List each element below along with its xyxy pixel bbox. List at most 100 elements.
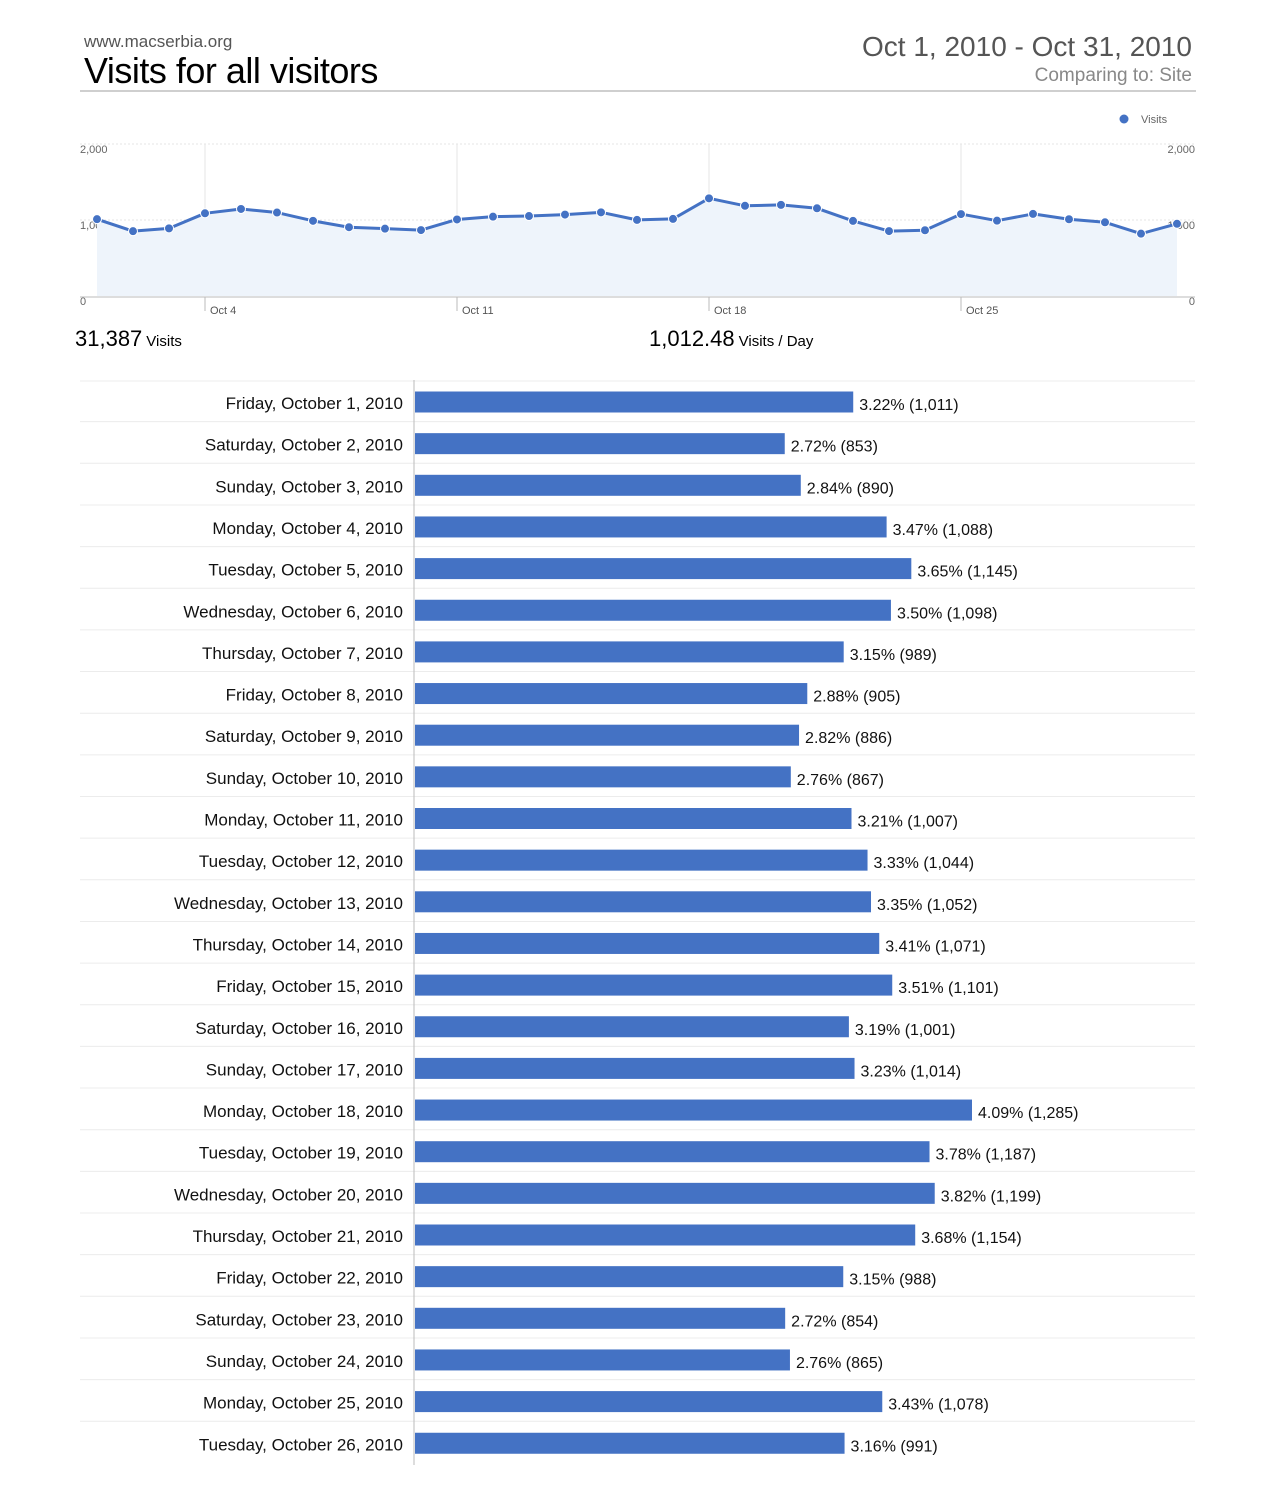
bar-value-label: 3.65% (1,145) [917, 564, 1018, 581]
visits-bar [415, 849, 868, 871]
visits-per-day-summary: 1,012.48 Visits / Day [649, 326, 813, 352]
x-tick-label: Oct 11 [462, 305, 494, 317]
visits-point [668, 213, 678, 224]
x-tick-label: Oct 18 [714, 305, 746, 317]
bar-category-label: Thursday, October 7, 2010 [202, 644, 403, 663]
total-visits-summary: 31,387 Visits [75, 326, 182, 352]
y-tick-label-right: 2,000 [1167, 144, 1195, 156]
bar-value-label: 2.76% (867) [797, 772, 884, 789]
visits-bar [415, 1057, 855, 1079]
bar-value-label: 3.82% (1,199) [941, 1188, 1042, 1205]
bar-category-label: Sunday, October 17, 2010 [206, 1060, 403, 1079]
bar-category-label: Sunday, October 3, 2010 [215, 477, 403, 496]
bar-category-label: Saturday, October 9, 2010 [205, 727, 403, 746]
bar-category-label: Wednesday, October 13, 2010 [174, 894, 403, 913]
bar-category-label: Saturday, October 16, 2010 [195, 1019, 403, 1038]
bar-category-label: Saturday, October 23, 2010 [195, 1310, 403, 1329]
date-range[interactable]: Oct 1, 2010 - Oct 31, 2010 [862, 31, 1192, 62]
visits-bar [415, 599, 891, 621]
visits-bar [415, 391, 854, 413]
visits-bar [415, 974, 893, 996]
bar-value-label: 3.43% (1,078) [888, 1397, 989, 1414]
visits-bar [415, 766, 791, 788]
visits-point [416, 225, 426, 236]
visits-point [128, 226, 138, 237]
bar-category-label: Tuesday, October 12, 2010 [199, 852, 403, 871]
visits-bar [415, 1266, 844, 1288]
bar-value-label: 3.41% (1,071) [885, 938, 986, 955]
bar-category-label: Saturday, October 2, 2010 [205, 436, 403, 455]
bar-value-label: 2.72% (854) [791, 1313, 878, 1330]
visits-point [848, 215, 858, 226]
y-tick-label-left: 0 [80, 296, 86, 308]
visits-per-day-value: 1,012.48 [649, 326, 735, 351]
bar-value-label: 3.50% (1,098) [897, 605, 998, 622]
visits-point [488, 211, 498, 222]
bar-category-label: Thursday, October 21, 2010 [193, 1227, 403, 1246]
bar-value-label: 2.84% (890) [807, 480, 894, 497]
visits-point [776, 199, 786, 210]
visits-bar [415, 1349, 790, 1371]
bar-category-label: Tuesday, October 26, 2010 [199, 1435, 403, 1454]
visits-bar [415, 1182, 935, 1204]
bar-value-label: 4.09% (1,285) [978, 1105, 1079, 1122]
bar-category-label: Friday, October 1, 2010 [226, 394, 403, 413]
visits-point [1064, 214, 1074, 225]
visits-point [1028, 208, 1038, 219]
bar-category-label: Friday, October 15, 2010 [216, 977, 403, 996]
visits-point [92, 214, 102, 225]
bar-value-label: 2.76% (865) [796, 1355, 883, 1372]
visits-point [704, 193, 714, 204]
visits-point [164, 223, 174, 234]
visits-bar-chart: Friday, October 1, 2010 3.22% (1,011) Satu… [80, 380, 1195, 1465]
visits-point [272, 207, 282, 218]
visits-point [740, 200, 750, 211]
bar-value-label: 3.23% (1,014) [861, 1063, 962, 1080]
visits-point [308, 215, 318, 226]
visits-point [1100, 217, 1110, 228]
bar-value-label: 3.33% (1,044) [874, 855, 975, 872]
legend-visits-marker [1119, 114, 1129, 124]
bar-value-label: 3.35% (1,052) [877, 897, 978, 914]
bar-value-label: 3.15% (989) [850, 647, 937, 664]
visits-point [1172, 218, 1182, 229]
bar-value-label: 3.68% (1,154) [921, 1230, 1022, 1247]
visits-bar [415, 641, 844, 663]
comparing-label: Comparing to: Site [1034, 65, 1192, 86]
visits-bar [415, 724, 800, 746]
visits-area [97, 198, 1177, 296]
y-tick-label-left: 2,000 [80, 144, 108, 156]
page-title: Visits for all visitors [84, 50, 378, 91]
bar-category-label: Tuesday, October 5, 2010 [208, 561, 403, 580]
visits-point [884, 226, 894, 237]
header-divider [80, 90, 1196, 92]
bar-category-label: Sunday, October 10, 2010 [206, 769, 403, 788]
visits-point [596, 207, 606, 218]
visits-point [344, 222, 354, 233]
visits-bar [415, 516, 887, 538]
bar-value-label: 2.88% (905) [813, 689, 900, 706]
visits-bar [415, 474, 801, 496]
bar-value-label: 3.15% (988) [849, 1272, 936, 1289]
visits-point [524, 211, 534, 222]
bar-category-label: Sunday, October 24, 2010 [206, 1352, 403, 1371]
x-tick-label: Oct 25 [966, 305, 998, 317]
bar-value-label: 3.78% (1,187) [936, 1147, 1037, 1164]
visits-bar [415, 891, 872, 913]
visits-bar [415, 1432, 845, 1454]
visits-bar [415, 683, 808, 705]
visits-bar [415, 932, 880, 954]
bar-category-label: Monday, October 25, 2010 [203, 1394, 403, 1413]
site-url: www.macserbia.org [84, 32, 233, 51]
bar-category-label: Friday, October 8, 2010 [226, 686, 403, 705]
visits-bar [415, 808, 852, 829]
legend-visits-label: Visits [1141, 114, 1168, 126]
total-visits-value: 31,387 [75, 326, 143, 351]
visits-point [560, 209, 570, 220]
x-tick-label: Oct 4 [210, 305, 236, 317]
bar-category-label: Monday, October 11, 2010 [204, 811, 403, 830]
bar-category-label: Wednesday, October 6, 2010 [183, 602, 403, 621]
visits-point [812, 203, 822, 214]
visits-point [452, 214, 462, 225]
